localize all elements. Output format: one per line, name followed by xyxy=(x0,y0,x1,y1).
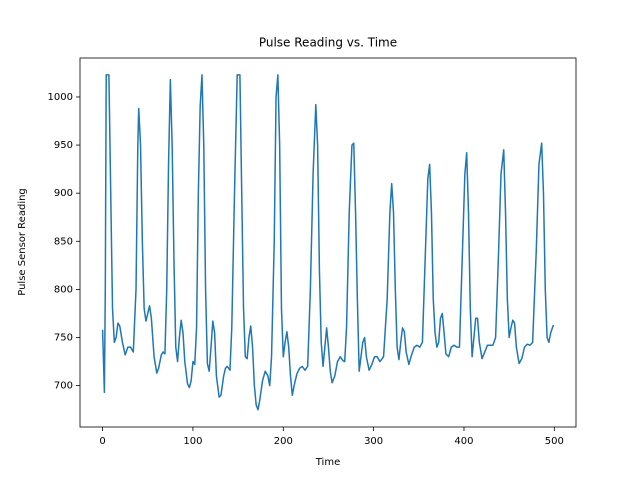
y-tick-label: 700 xyxy=(54,381,73,392)
x-tick-label: 400 xyxy=(454,436,473,447)
plot-frame xyxy=(79,57,577,428)
y-tick-label: 850 xyxy=(54,236,73,247)
y-tick-label: 900 xyxy=(54,188,73,199)
y-tick-label: 800 xyxy=(54,284,73,295)
y-tick-label: 950 xyxy=(54,140,73,151)
y-tick-label: 750 xyxy=(54,333,73,344)
chart-title: Pulse Reading vs. Time xyxy=(259,36,397,50)
x-tick-label: 100 xyxy=(183,436,202,447)
x-tick-label: 500 xyxy=(545,436,564,447)
data-line xyxy=(101,74,555,411)
x-axis-label: Time xyxy=(315,457,340,468)
x-tick-label: 0 xyxy=(99,436,105,447)
y-tick-label: 1000 xyxy=(48,92,73,103)
x-tick-label: 300 xyxy=(364,436,383,447)
y-axis-label: Pulse Sensor Reading xyxy=(17,188,28,296)
x-tick-label: 200 xyxy=(274,436,293,447)
